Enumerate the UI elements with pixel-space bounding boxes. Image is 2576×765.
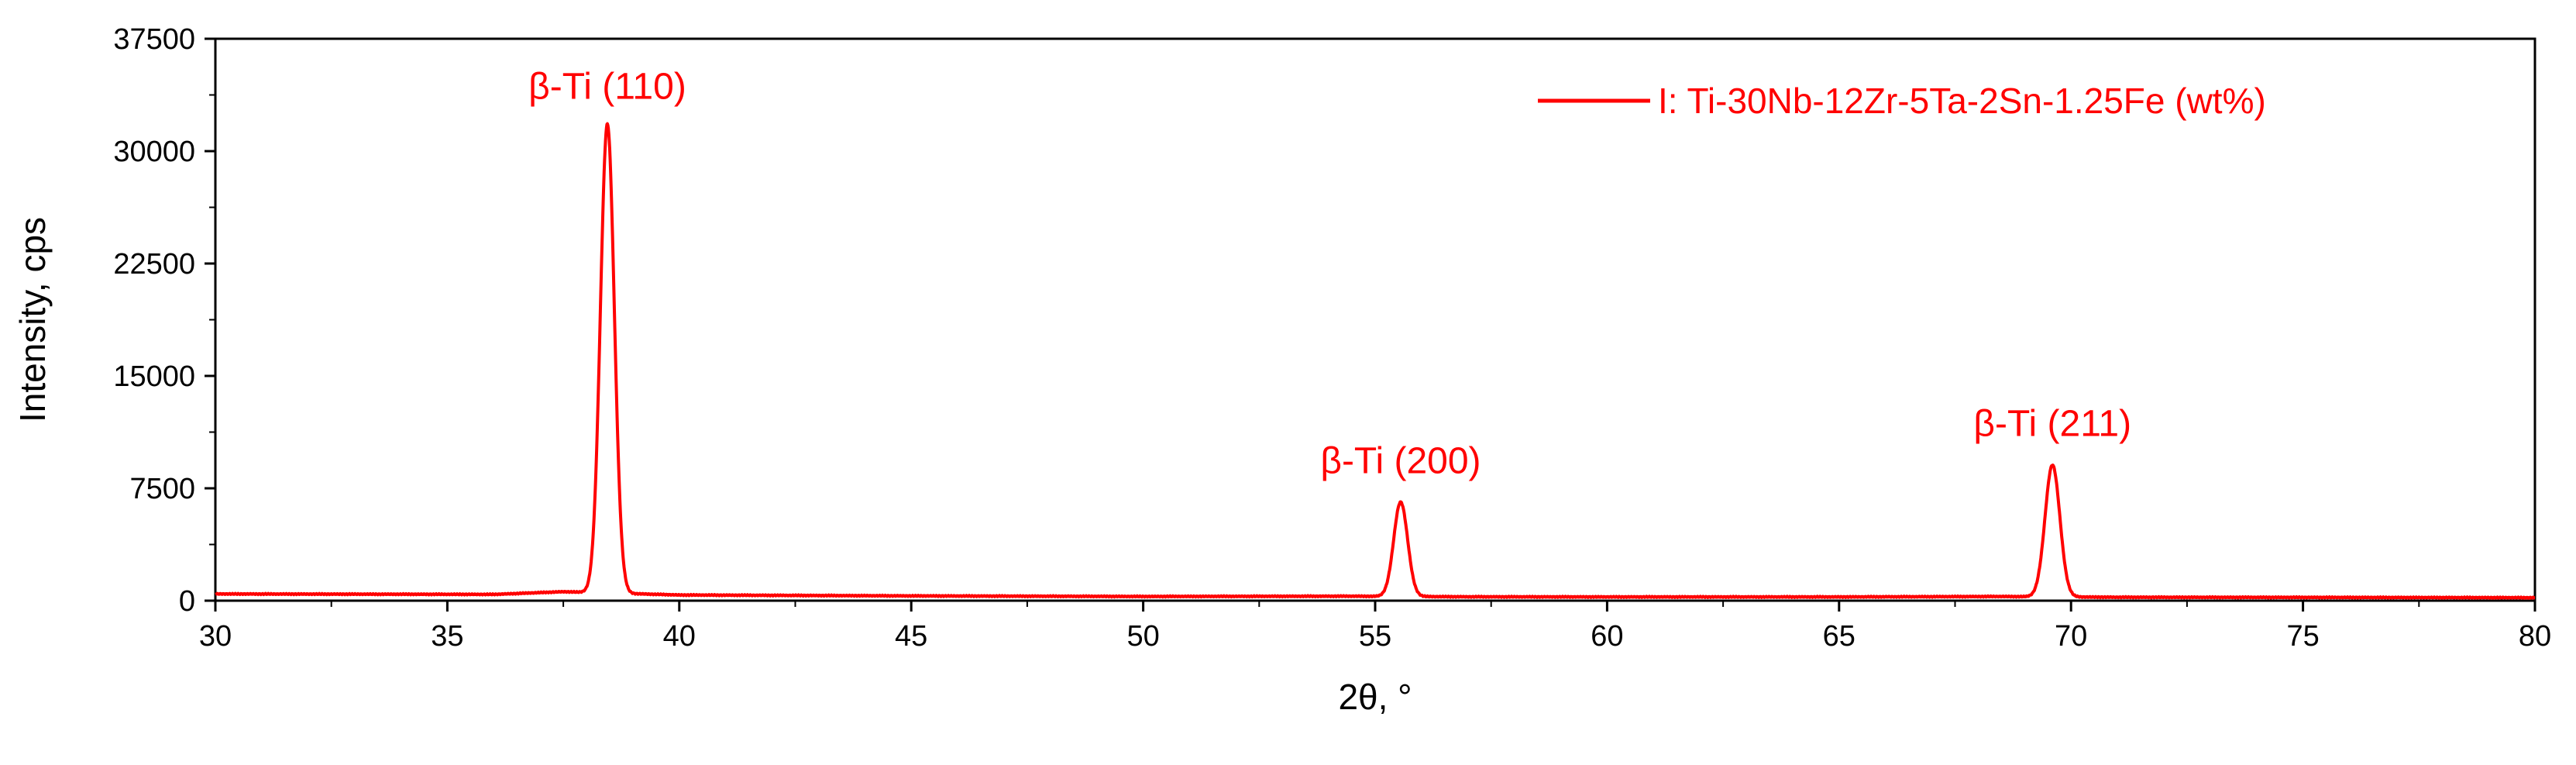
peak-label: β-Ti (110) [528,66,686,107]
plot-frame [214,37,2536,602]
x-tick-label: 45 [895,620,927,653]
x-tick-label: 60 [1591,620,1623,653]
y-tick-label: 37500 [113,23,195,56]
y-tick-label: 15000 [113,360,195,393]
x-tick-label: 30 [199,620,232,653]
y-tick-label: 30000 [113,136,195,168]
y-axis-title: Intensity, cps [12,217,53,422]
peak-annotations: β-Ti (110) β-Ti (200) β-Ti (211) [528,66,2131,481]
x-axis-title: 2θ, ° [1338,677,1412,717]
y-tick-label: 0 [179,585,195,618]
legend: I: Ti-30Nb-12Zr-5Ta-2Sn-1.25Fe (wt%) [1538,81,2266,121]
x-tick-label: 35 [431,620,463,653]
x-tick-label: 65 [1823,620,1855,653]
x-tick-label: 50 [1126,620,1159,653]
y-tick-label: 22500 [113,248,195,281]
x-tick-label: 40 [663,620,696,653]
series-line [214,122,2536,600]
x-tick-label: 75 [2286,620,2319,653]
x-tick-label: 55 [1359,620,1391,653]
peak-label: β-Ti (200) [1320,441,1481,482]
legend-label: I: Ti-30Nb-12Zr-5Ta-2Sn-1.25Fe (wt%) [1658,81,2266,121]
x-tick-label: 80 [2519,620,2551,653]
axes: 30 35 40 45 50 55 60 65 70 75 80 0 7500 15000 22500 300… [113,23,2551,653]
x-tick-label: 70 [2055,620,2087,653]
peak-label: β-Ti (211) [1973,403,2131,444]
series-group [214,122,2536,600]
y-tick-label: 7500 [129,473,195,505]
